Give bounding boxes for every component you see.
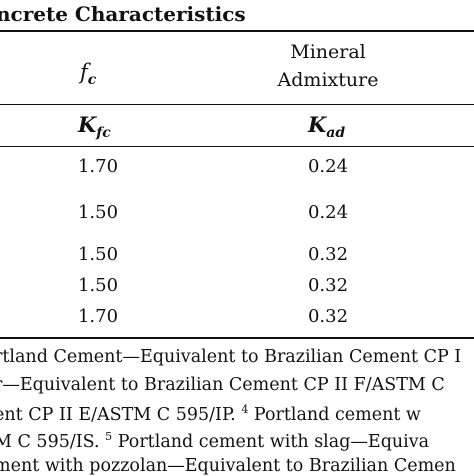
header-kad-symbol: K: [308, 112, 327, 137]
footnote-line-5: ment with pozzolan—Equivalent to Brazili…: [0, 456, 456, 476]
cell-kad-3: 0.32: [307, 244, 349, 265]
header-kad-subscript: ad: [326, 125, 346, 142]
header-admixture-line2: Admixture: [277, 69, 379, 91]
header-admixture-line1: Mineral: [290, 41, 366, 63]
footnote-line-4-text-a: M C 595/IS.: [0, 431, 100, 452]
header-kfc-symbol: K: [78, 112, 97, 137]
header-kad: Kad: [308, 112, 345, 141]
footnote-line-4-text-b: Portland cement with slag—Equiva: [112, 431, 430, 452]
header-fc-symbol: f: [80, 60, 88, 84]
header-fc: fc: [80, 60, 96, 88]
cell-kfc-3: 1.50: [77, 244, 119, 265]
table-title: ncrete Characteristics: [0, 2, 246, 26]
table-bottom-rule: [0, 337, 474, 339]
cell-kad-2: 0.24: [307, 202, 349, 223]
cell-kfc-1: 1.70: [77, 156, 119, 177]
footnote-line-3-text-a: ent CP II E/ASTM C 595/IP.: [0, 404, 236, 425]
footnote-line-3-text-b: Portland cement w: [248, 404, 421, 425]
header-fc-subscript: c: [87, 72, 97, 89]
cell-kfc-5: 1.70: [77, 306, 119, 327]
footnote-line-3: ent CP II E/ASTM C 595/IP. 4 Portland ce…: [0, 403, 421, 425]
cell-kfc-2: 1.50: [77, 202, 119, 223]
footnote-marker-5: 5: [105, 430, 113, 443]
cell-kad-1: 0.24: [307, 156, 349, 177]
cell-kad-5: 0.32: [307, 306, 349, 327]
footnote-line-4: M C 595/IS. 5 Portland cement with slag—…: [0, 430, 429, 452]
footnote-line-1: rtland Cement—Equivalent to Brazilian Ce…: [0, 347, 462, 367]
top-rule: [0, 30, 474, 32]
header-mid-rule: [0, 104, 474, 105]
header-admixture: Mineral Admixture: [268, 38, 388, 94]
header-bottom-rule: [0, 146, 474, 147]
cell-kad-4: 0.32: [307, 275, 349, 296]
cell-kfc-4: 1.50: [77, 275, 119, 296]
footnote-marker-4: 4: [241, 403, 249, 416]
header-kfc-subscript: fc: [96, 125, 111, 142]
header-kfc: Kfc: [78, 112, 111, 141]
footnote-line-2: r—Equivalent to Brazilian Cement CP II F…: [0, 375, 445, 395]
